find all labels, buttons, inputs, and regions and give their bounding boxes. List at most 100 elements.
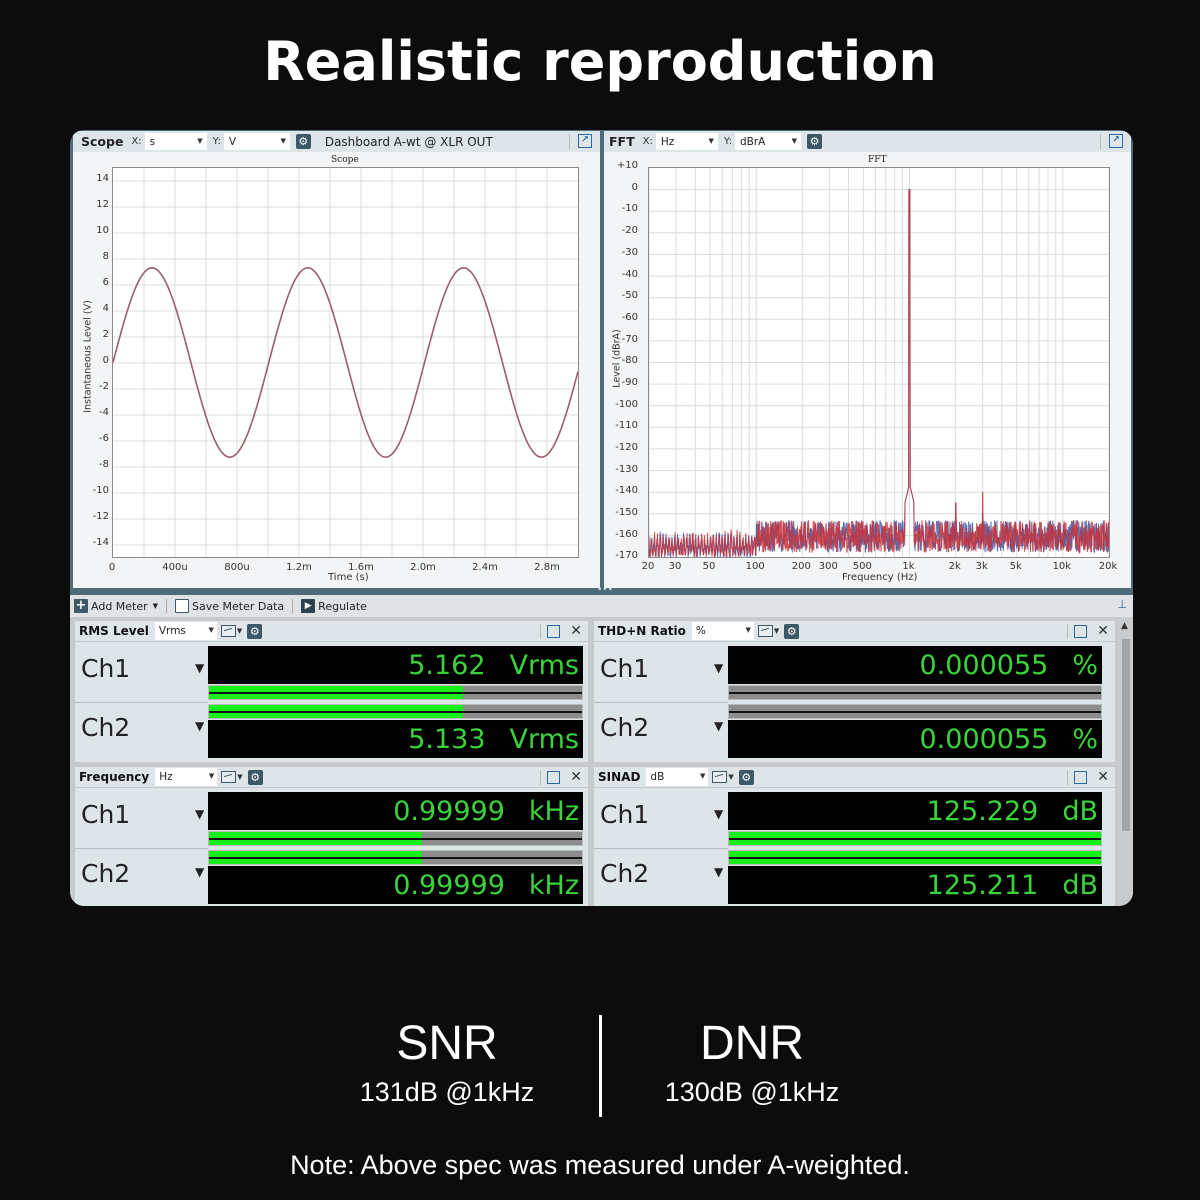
graph-icon[interactable] — [757, 625, 773, 637]
close-icon[interactable]: ✕ — [1097, 623, 1109, 639]
channel-dropdown-icon[interactable]: ▼ — [195, 865, 205, 879]
close-icon[interactable]: ✕ — [1097, 769, 1109, 785]
y-tick: -30 — [621, 247, 638, 258]
y-tick: -2 — [99, 381, 109, 392]
gear-icon[interactable]: ⚙ — [247, 769, 263, 785]
spec-value: 131dB @1kHz — [359, 1077, 535, 1107]
popout-icon[interactable]: ↗ — [1109, 134, 1123, 148]
x-tick: 3k — [975, 561, 988, 572]
thdn-unit-select[interactable]: % ▼ — [691, 622, 754, 640]
channel-label: Ch1 — [81, 800, 131, 829]
popout-icon[interactable]: ↗ — [578, 134, 592, 148]
level-bar-ch1 — [728, 685, 1102, 700]
add-meter-label: Add Meter — [91, 599, 148, 613]
graph-icon[interactable] — [220, 625, 236, 637]
meter-title: THD+N Ratio — [598, 624, 686, 638]
fft-x-unit-select[interactable]: Hz ▼ — [655, 133, 718, 150]
x-tick: 500 — [852, 561, 872, 572]
y-tick: -6 — [99, 433, 109, 444]
chevron-down-icon: ▼ — [773, 627, 780, 635]
row-divider — [75, 848, 208, 849]
sinad-unit-select[interactable]: dB ▼ — [646, 768, 709, 786]
meters-scrollbar[interactable]: ▲ — [1119, 617, 1133, 906]
close-icon[interactable]: ✕ — [570, 769, 582, 785]
meter-header: RMS Level Vrms ▼ ▼ ⚙ ✕ — [75, 621, 588, 642]
level-bar-ch1 — [208, 831, 583, 846]
channel-dropdown-icon[interactable]: ▼ — [195, 719, 205, 733]
chevron-down-icon: ▼ — [236, 627, 243, 635]
channel-dropdown-icon[interactable]: ▼ — [714, 865, 724, 879]
fft-y-unit-select[interactable]: dBrA ▼ — [735, 133, 801, 150]
readout-ch2: 125.211 dB — [728, 866, 1102, 904]
y-tick: -20 — [621, 225, 638, 236]
scope-trace — [112, 266, 579, 459]
close-icon[interactable]: ✕ — [570, 623, 582, 639]
x-tick: 400u — [162, 562, 188, 573]
level-bar-ch2 — [728, 704, 1102, 719]
popout-icon[interactable] — [1074, 770, 1088, 784]
graph-icon[interactable] — [221, 771, 237, 783]
divider — [1067, 623, 1069, 639]
scope-y-unit-select[interactable]: V ▼ — [223, 133, 290, 150]
level-bar-ch2 — [728, 850, 1102, 865]
scroll-up-icon[interactable]: ▲ — [1121, 621, 1128, 631]
fft-x-unit-value: Hz — [660, 135, 675, 148]
meter-thdn-ratio: THD+N Ratio % ▼ ▼ ⚙ ✕ Ch1 ▼ 0.000055 % — [594, 621, 1115, 762]
dashboard-caption: Dashboard A-wt @ XLR OUT — [324, 134, 493, 149]
meter-header-actions: ✕ — [1067, 623, 1109, 639]
freq-unit-select[interactable]: Hz ▼ — [155, 768, 218, 786]
gear-icon[interactable]: ⚙ — [807, 134, 822, 149]
bar-midline — [209, 838, 582, 840]
readout-value: 125.211 — [926, 869, 1039, 901]
channel-dropdown-icon[interactable]: ▼ — [195, 661, 205, 675]
pin-icon[interactable]: ⊥ — [1117, 598, 1127, 611]
readout-unit: dB — [1062, 869, 1098, 901]
gear-icon[interactable]: ⚙ — [738, 769, 754, 785]
graph-icon[interactable] — [712, 771, 728, 783]
y-tick: -10 — [92, 485, 109, 496]
panel-splitter[interactable]: ••• — [70, 585, 1133, 595]
scope-plot-svg — [112, 168, 579, 557]
divider — [540, 623, 542, 639]
x-tick: 1.2m — [286, 562, 312, 573]
add-meter-button[interactable]: + Add Meter ▼ — [70, 599, 158, 613]
channel-dropdown-icon[interactable]: ▼ — [195, 807, 205, 821]
chevron-down-icon: ▼ — [197, 137, 203, 145]
x-tick: 200 — [791, 561, 811, 572]
row-divider — [594, 848, 728, 849]
y-tick: -100 — [615, 399, 638, 410]
rms-unit-select[interactable]: Vrms ▼ — [154, 622, 217, 640]
divider — [292, 599, 294, 613]
fft-trace-ch1 — [648, 189, 1110, 558]
gear-icon[interactable]: ⚙ — [247, 623, 263, 639]
channel-dropdown-icon[interactable]: ▼ — [714, 661, 724, 675]
popout-icon[interactable] — [547, 770, 561, 784]
save-meter-data-button[interactable]: Save Meter Data — [171, 599, 284, 613]
readout-ch2: 0.000055 % — [728, 720, 1102, 758]
y-tick: -120 — [615, 442, 638, 453]
divider — [569, 134, 570, 149]
spec-divider — [599, 1015, 602, 1117]
readout-unit: % — [1072, 649, 1098, 681]
channel-dropdown-icon[interactable]: ▼ — [714, 719, 724, 733]
scrollbar-thumb[interactable] — [1122, 639, 1130, 831]
y-tick: 8 — [102, 251, 109, 262]
y-axis-label: Y: — [212, 136, 221, 147]
scope-x-unit-select[interactable]: s ▼ — [144, 133, 207, 150]
unit-value: Hz — [159, 771, 173, 783]
bar-midline — [729, 711, 1101, 713]
regulate-label: Regulate — [318, 599, 367, 613]
popout-icon[interactable] — [1074, 624, 1088, 638]
regulate-button[interactable]: ▶ Regulate — [297, 599, 367, 613]
y-tick: -170 — [615, 550, 638, 561]
gear-icon[interactable]: ⚙ — [784, 623, 800, 639]
channel-label: Ch2 — [600, 713, 650, 742]
channel-dropdown-icon[interactable]: ▼ — [714, 807, 724, 821]
popout-icon[interactable] — [547, 624, 561, 638]
readout-value: 5.133 — [408, 723, 486, 755]
gear-icon[interactable]: ⚙ — [295, 134, 311, 149]
fft-title: FFT — [609, 134, 635, 149]
readout-unit: dB — [1062, 795, 1098, 827]
readout-value: 0.000055 — [919, 649, 1049, 681]
y-tick: 0 — [102, 355, 109, 366]
